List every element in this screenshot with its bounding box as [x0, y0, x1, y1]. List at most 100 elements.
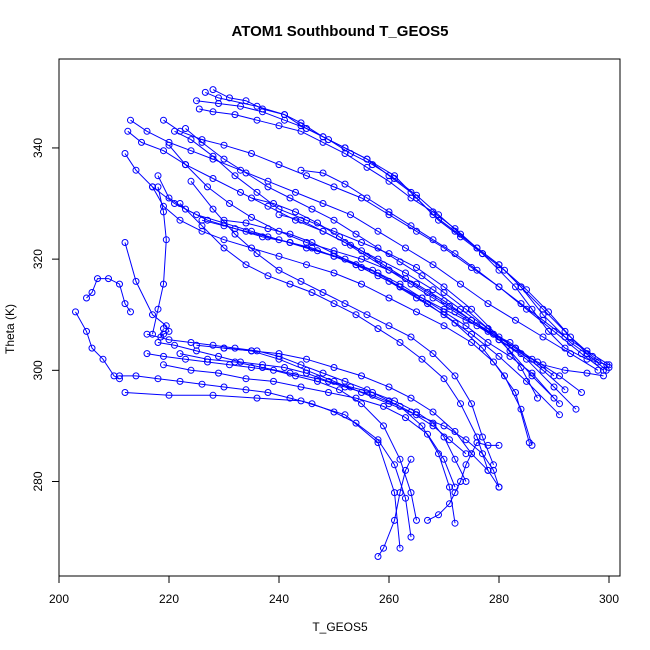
data-point: [116, 280, 123, 288]
data-point: [127, 116, 134, 124]
data-point: [490, 358, 497, 366]
data-point: [429, 408, 437, 416]
data-point: [336, 386, 343, 394]
data-point: [176, 350, 184, 358]
data-point: [88, 289, 96, 296]
data-point: [286, 239, 294, 246]
data-point: [556, 411, 563, 419]
data-point: [264, 233, 272, 241]
data-point: [561, 386, 569, 394]
data-point: [154, 339, 162, 346]
data-point: [435, 211, 442, 219]
data-point: [209, 341, 217, 349]
data-point: [385, 383, 393, 391]
data-point: [385, 177, 393, 185]
data-point: [154, 183, 162, 191]
data-point: [374, 439, 382, 447]
series-line: [196, 100, 610, 368]
data-point: [160, 325, 167, 333]
data-point: [528, 355, 536, 363]
data-point: [198, 380, 206, 388]
data-point: [195, 105, 203, 113]
data-point: [193, 211, 200, 219]
data-point: [242, 261, 250, 269]
data-point: [72, 308, 79, 316]
data-point: [363, 194, 371, 202]
data-point: [517, 283, 525, 291]
data-point: [160, 280, 167, 288]
data-point: [468, 330, 475, 338]
series-line: [278, 214, 604, 377]
data-point: [132, 372, 140, 380]
data-point: [162, 236, 170, 244]
data-point: [275, 227, 283, 235]
data-point: [275, 161, 283, 169]
data-point: [237, 166, 244, 174]
data-point: [193, 97, 200, 105]
data-point: [484, 466, 492, 474]
data-point: [165, 336, 173, 344]
data-point: [220, 155, 228, 163]
data-point: [297, 216, 305, 224]
data-point: [209, 86, 217, 94]
data-point: [484, 339, 492, 346]
data-point: [292, 208, 299, 216]
data-point: [264, 202, 272, 210]
data-point: [286, 394, 294, 402]
data-point: [534, 394, 541, 402]
data-point: [374, 553, 382, 560]
series-track: [374, 455, 415, 560]
data-point: [231, 344, 239, 352]
data-point: [248, 150, 255, 157]
data-point: [237, 188, 244, 196]
series-line: [179, 353, 456, 524]
data-point: [429, 350, 437, 358]
data-point: [281, 364, 288, 371]
data-point: [501, 266, 508, 274]
data-point: [413, 264, 420, 271]
data-point: [319, 369, 327, 377]
series-line: [179, 203, 489, 471]
series-line: [124, 392, 401, 549]
data-point: [402, 275, 409, 283]
data-point: [418, 355, 426, 363]
data-point: [462, 436, 470, 444]
data-point: [215, 369, 222, 377]
series-line: [300, 169, 610, 366]
data-point: [495, 441, 503, 449]
data-point: [83, 294, 90, 302]
data-point: [187, 177, 195, 185]
data-point: [572, 405, 580, 413]
data-point: [231, 358, 239, 366]
data-point: [358, 280, 365, 288]
data-point: [374, 325, 382, 333]
x-tick-label: 280: [489, 592, 509, 606]
data-point: [451, 319, 459, 327]
data-point: [479, 433, 486, 441]
data-point: [275, 355, 283, 363]
data-point: [171, 341, 178, 349]
data-point: [451, 455, 459, 463]
data-point: [220, 222, 228, 230]
data-point: [165, 141, 173, 149]
series-track: [116, 372, 415, 541]
data-point: [242, 97, 250, 105]
data-point: [457, 280, 464, 288]
data-point: [534, 358, 541, 366]
x-axis: 200 220 240 260 280 300: [49, 575, 619, 606]
data-point: [539, 305, 547, 313]
series-line: [223, 219, 555, 377]
data-point: [479, 450, 486, 458]
series-line: [163, 119, 604, 371]
data-point: [407, 333, 415, 341]
data-point: [391, 516, 398, 524]
data-point: [187, 339, 195, 346]
data-point: [248, 244, 255, 252]
data-point: [198, 216, 206, 224]
series-track: [149, 183, 533, 447]
data-point: [352, 394, 360, 402]
data-point: [303, 366, 310, 374]
data-point: [220, 383, 228, 391]
data-point: [358, 389, 365, 396]
